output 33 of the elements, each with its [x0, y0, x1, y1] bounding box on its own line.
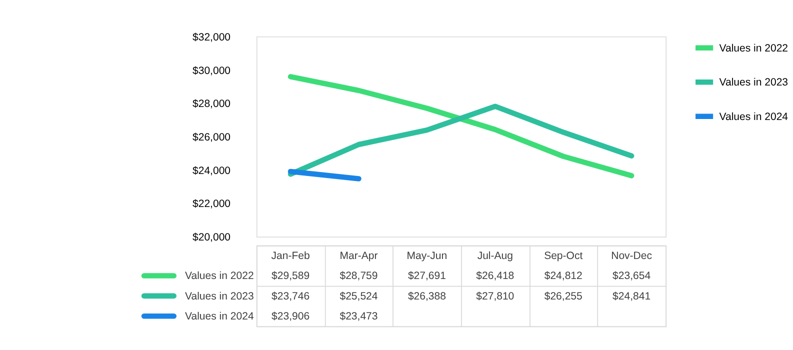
legend-label: Values in 2022 — [719, 42, 788, 54]
x-tick-label: Sep-Oct — [544, 250, 583, 262]
text: Values in 2022 — [185, 270, 254, 282]
y-tick-label: $22,000 — [192, 198, 231, 210]
y-tick-label: $20,000 — [192, 232, 231, 244]
y-tick-label: $32,000 — [192, 31, 231, 44]
data-label: $27,691 — [408, 270, 446, 282]
data-label: $28,759 — [340, 270, 378, 282]
x-tick-label: Mar-Apr — [340, 250, 378, 262]
text: Values in 2024 — [719, 110, 788, 123]
data-label: $23,473 — [340, 310, 378, 323]
legend-label: Values in 2023 — [719, 76, 788, 89]
data-label: $26,255 — [544, 290, 583, 302]
x-tick-label: May-Jun — [406, 250, 448, 262]
data-label: $29,589 — [272, 270, 310, 282]
data-label: $23,654 — [612, 270, 651, 282]
data-label: $23,746 — [272, 290, 310, 302]
y-tick-label: $24,000 — [192, 164, 231, 177]
text: Values in 2023 — [185, 290, 254, 302]
y-tick-label: $26,000 — [192, 131, 231, 144]
data-label: $23,906 — [272, 310, 310, 323]
x-tick-label: Nov-Dec — [611, 250, 652, 262]
data-label: $26,388 — [408, 290, 446, 302]
data-label: $24,841 — [612, 290, 651, 302]
x-tick-label: Jan-Feb — [271, 250, 310, 262]
legend-label: Values in 2024 — [185, 310, 254, 323]
data-label: $26,418 — [476, 270, 514, 282]
data-label: $24,812 — [544, 270, 583, 282]
data-label: $25,524 — [340, 290, 378, 302]
x-tick-label: Jul-Aug — [477, 250, 514, 262]
data-label: $27,810 — [476, 290, 514, 302]
y-tick-label: $30,000 — [192, 64, 231, 77]
y-tick-label: $28,000 — [192, 98, 231, 110]
